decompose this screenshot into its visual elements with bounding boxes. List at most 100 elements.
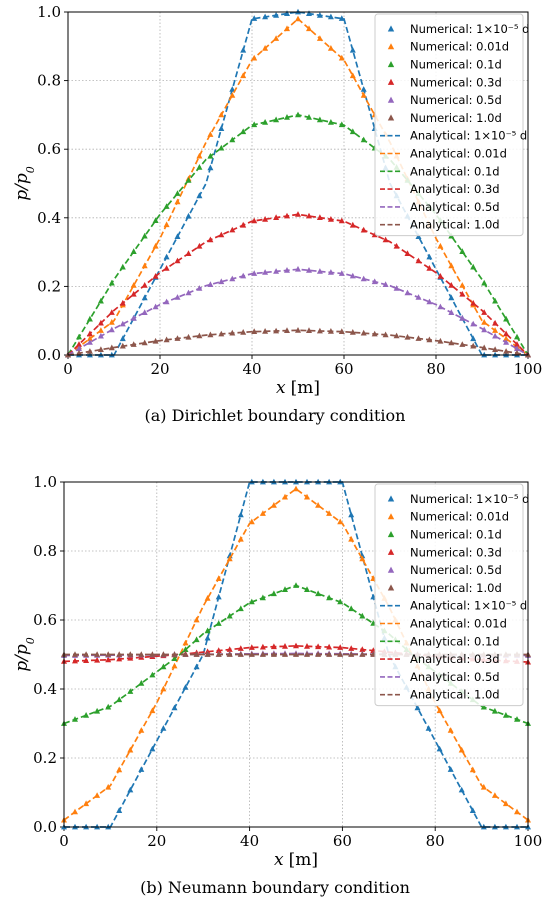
data-point [425, 725, 432, 731]
data-point [414, 704, 421, 711]
data-point [306, 10, 312, 16]
data-point [348, 605, 355, 612]
data-point [127, 786, 134, 793]
legend-label: Analytical: 1.0d [410, 218, 500, 232]
data-point [163, 265, 170, 271]
series-6 [65, 327, 531, 358]
legend-item: Numerical: 0.3d [387, 545, 502, 559]
y-axis-subscript: 0 [24, 166, 37, 173]
legend-item: Analytical: 1×10⁻⁵ d [380, 599, 527, 613]
data-point [149, 707, 156, 714]
data-point [348, 535, 355, 542]
data-point [316, 214, 323, 220]
data-point [273, 327, 280, 334]
x-tick-label: 40 [240, 832, 259, 850]
x-tick-label: 0 [63, 360, 73, 378]
legend-label: Numerical: 1.0d [410, 581, 502, 595]
data-point [185, 177, 192, 183]
data-point [393, 285, 400, 291]
data-point [193, 636, 200, 643]
data-point [360, 275, 367, 282]
data-point [240, 329, 247, 335]
data-point [152, 273, 159, 279]
legend-label: Numerical: 0.5d [410, 563, 502, 577]
data-point [337, 598, 344, 605]
data-point [182, 684, 189, 690]
data-point [174, 294, 181, 300]
data-point [251, 270, 258, 276]
data-point [248, 518, 255, 525]
data-point [316, 268, 323, 274]
data-point [282, 493, 288, 500]
data-point [76, 349, 82, 356]
y-axis-numerator: p/ [12, 182, 32, 201]
data-point [316, 12, 323, 18]
legend-label: Analytical: 1×10⁻⁵ d [410, 129, 527, 143]
legend-label: Analytical: 0.01d [410, 147, 507, 161]
legend-item: Analytical: 1.0d [380, 688, 500, 702]
y-axis-subscript: 0 [24, 637, 37, 644]
data-point [316, 35, 323, 41]
data-point [229, 86, 236, 92]
data-point [348, 651, 355, 657]
data-point [270, 502, 277, 508]
data-point [502, 800, 509, 807]
y-tick-label: 0.0 [33, 818, 57, 836]
data-point [514, 808, 520, 815]
data-point [97, 332, 104, 339]
legend-label: Analytical: 0.1d [410, 164, 500, 178]
data-point [86, 339, 93, 345]
data-point [293, 582, 299, 588]
y-tick-label: 0.2 [37, 277, 61, 295]
y-tick-label: 1.0 [37, 3, 61, 21]
legend-item: Analytical: 0.01d [380, 147, 507, 161]
legend-label: Analytical: 1×10⁻⁵ d [410, 599, 527, 613]
data-point [459, 290, 466, 297]
data-point [304, 493, 310, 500]
data-point [284, 25, 290, 32]
legend-label: Numerical: 1×10⁻⁵ d [410, 22, 529, 36]
data-point [83, 657, 90, 663]
y-tick-label: 0.8 [33, 542, 57, 560]
data-point [459, 282, 466, 288]
legend-marker [387, 548, 395, 555]
data-point [306, 327, 312, 333]
data-point [306, 25, 312, 32]
legend-label: Numerical: 0.3d [410, 545, 502, 559]
data-point [295, 327, 301, 333]
data-point [270, 643, 277, 650]
data-point [293, 642, 299, 649]
data-point [492, 332, 499, 339]
legend-marker [387, 25, 395, 32]
data-point [237, 645, 244, 651]
data-point [448, 282, 455, 288]
data-point [130, 341, 137, 347]
data-point [116, 655, 123, 662]
data-point [207, 152, 214, 159]
data-point [359, 555, 366, 562]
data-point [116, 651, 123, 657]
legend-label: Numerical: 1×10⁻⁵ d [410, 492, 529, 506]
legend-marker [387, 61, 395, 68]
data-point [259, 510, 266, 516]
data-point [349, 128, 356, 135]
data-point [204, 595, 211, 601]
data-point [94, 656, 101, 663]
data-point [459, 315, 466, 321]
data-point [306, 267, 312, 273]
data-point [337, 518, 344, 525]
data-point [218, 125, 225, 131]
data-point [86, 335, 93, 342]
legend-item: Numerical: 0.01d [387, 510, 509, 524]
legend-label: Analytical: 0.3d [410, 182, 500, 196]
data-point [229, 329, 236, 336]
data-point [262, 119, 269, 125]
data-point [130, 248, 137, 254]
data-point [240, 128, 247, 135]
x-tick-label: 100 [514, 832, 543, 850]
plot-frame [67, 11, 529, 356]
data-point [360, 136, 367, 143]
data-point [437, 242, 444, 249]
legend-label: Analytical: 0.01d [410, 617, 507, 631]
